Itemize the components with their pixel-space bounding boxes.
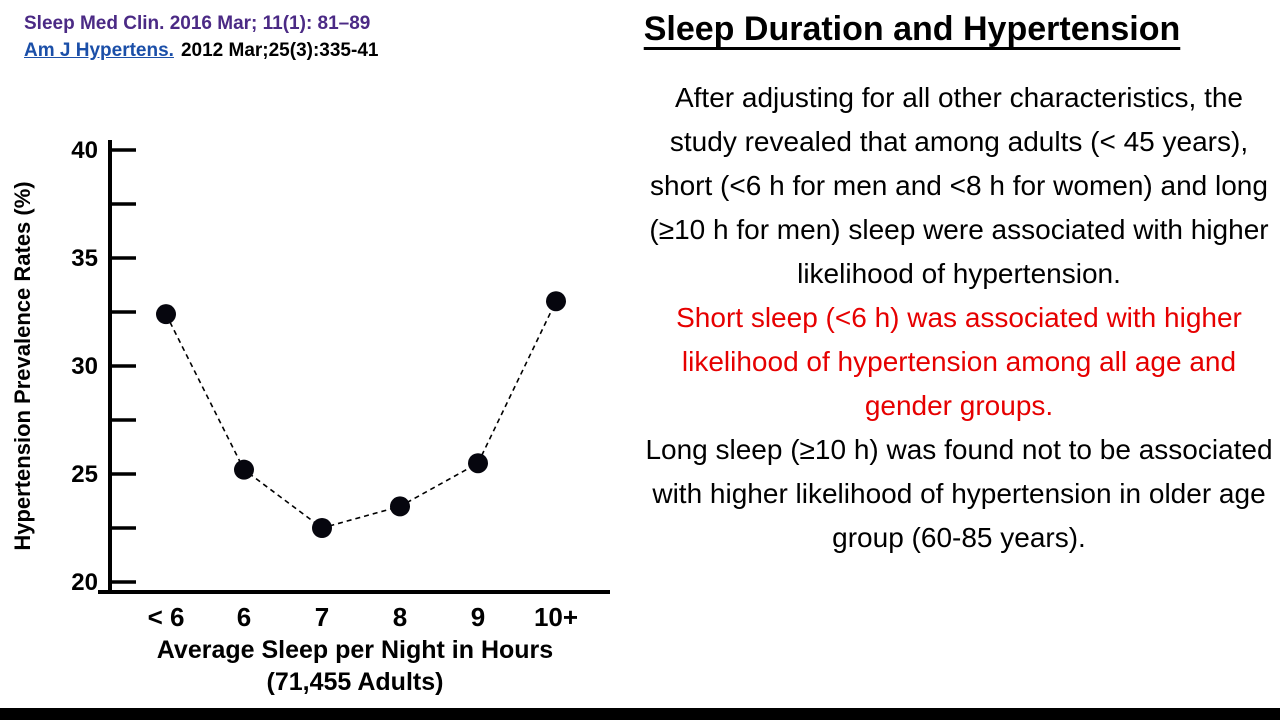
svg-text:7: 7	[315, 602, 329, 630]
svg-text:8: 8	[393, 602, 407, 630]
citation-line-2: Am J Hypertens. 2012 Mar;25(3):335-41	[24, 37, 378, 64]
body-paragraph-red: Short sleep (<6 h) was associated with h…	[676, 302, 1242, 421]
citation-block: Sleep Med Clin. 2016 Mar; 11(1): 81–89 A…	[24, 10, 378, 64]
svg-text:< 6: < 6	[148, 602, 185, 630]
svg-text:40: 40	[71, 137, 98, 164]
svg-text:6: 6	[237, 602, 251, 630]
body-text-block: After adjusting for all other characteri…	[642, 76, 1276, 560]
svg-text:10+: 10+	[534, 602, 578, 630]
body-paragraph-black-2: Long sleep (≥10 h) was found not to be a…	[645, 434, 1273, 553]
citation-line-2-rest: 2012 Mar;25(3):335-41	[180, 40, 379, 61]
citation-line-1: Sleep Med Clin. 2016 Mar; 11(1): 81–89	[24, 13, 371, 34]
x-axis-title: Average Sleep per Night in Hours (71,455…	[100, 634, 610, 698]
body-paragraph-black-1: After adjusting for all other characteri…	[649, 82, 1269, 289]
y-axis-title: Hypertension Prevalence Rates (%)	[10, 181, 35, 551]
svg-text:25: 25	[71, 461, 98, 488]
x-axis-title-line-1: Average Sleep per Night in Hours	[156, 636, 554, 664]
svg-text:30: 30	[71, 353, 98, 380]
svg-text:35: 35	[71, 245, 98, 272]
slide-title: Sleep Duration and Hypertension	[643, 10, 1181, 48]
sleep-chart-svg: 20 25 30 35 40 < 6 6 7 8 9 10+	[71, 137, 610, 630]
bottom-bar	[0, 708, 1280, 720]
x-axis-title-line-2: (71,455 Adults)	[266, 668, 444, 696]
svg-text:9: 9	[471, 602, 485, 630]
svg-text:20: 20	[71, 569, 98, 596]
citation-journal-link[interactable]: Am J Hypertens.	[24, 40, 174, 61]
